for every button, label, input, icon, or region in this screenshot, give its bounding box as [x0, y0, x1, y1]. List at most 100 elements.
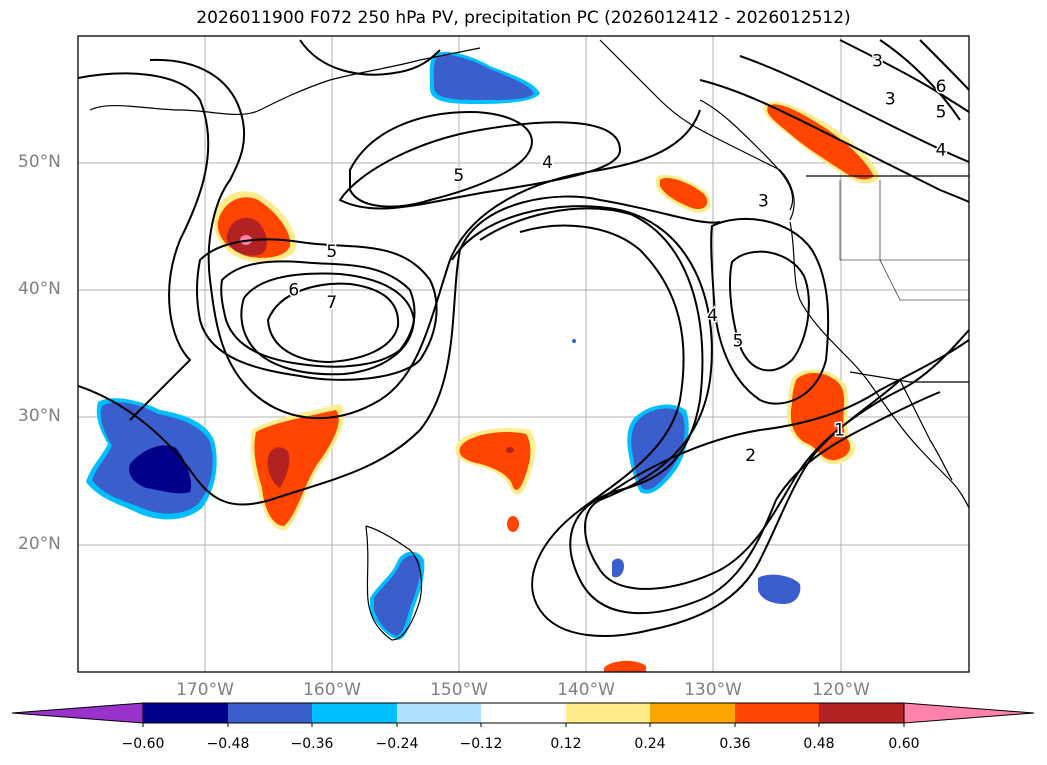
lon-label-130w: 130°W [684, 680, 742, 700]
lat-label-30n: 30°N [18, 406, 61, 426]
colorbar-tick-label: −0.60 [121, 736, 165, 752]
border-us-states-2 [879, 180, 969, 301]
colorbar-tick-label: 0.60 [888, 736, 920, 752]
colorbar-tick-label: −0.36 [290, 736, 334, 752]
pv-contour-trough-1 [519, 224, 901, 637]
coastline-baja [899, 379, 953, 481]
contour-label-10: 7 [326, 293, 337, 313]
pv-contour-north-arc [299, 39, 441, 76]
colorbar-tick-marks [142, 723, 905, 727]
lat-label-40n: 40°N [18, 279, 61, 299]
colorbar-bin-2 [228, 703, 312, 723]
contour-label-13: 2 [745, 446, 756, 466]
lon-label-160w: 160°W [303, 680, 361, 700]
pv-contour-trough-3 [451, 205, 969, 590]
lon-label-150w: 150°W [430, 680, 488, 700]
precip-blob-se-negative [758, 574, 801, 604]
colorbar-bin-8 [735, 703, 819, 723]
pv-contour-5-upper [196, 238, 438, 381]
contour-label-1: 3 [885, 90, 896, 110]
precip-blob-south-edge [604, 660, 646, 672]
colorbar-tick-label: 0.48 [803, 736, 835, 752]
precip-blob-central-mid [459, 431, 531, 490]
pv-contour-east-5 [729, 250, 810, 372]
contour-label-5: 5 [453, 166, 464, 186]
colorbar-extend-max [903, 702, 1035, 724]
pv-contour-ne-4 [839, 39, 969, 113]
lat-label-20n: 20°N [18, 534, 61, 554]
precip-blob-central-negative-mid [631, 408, 685, 490]
border-us-states [839, 180, 969, 261]
precip-blob-ne-band-mid [767, 104, 874, 180]
pv-contour-ne-3a [699, 79, 969, 203]
pv-contour-west-loop [78, 195, 721, 506]
pv-contour-7b [240, 272, 416, 376]
colorbar-tick-label: 0.36 [719, 736, 751, 752]
precip-blob-central-high [506, 447, 514, 453]
colorbar-tick-label: −0.12 [459, 736, 503, 752]
colorbar-bin-7 [650, 703, 735, 723]
colorbar-bin-9 [819, 703, 904, 723]
pv-contour-east-4 [710, 217, 830, 405]
colorbar-tick-label: 0.24 [634, 736, 666, 752]
precip-blob-north-negative-mid [433, 54, 534, 100]
contour-label-7: 3 [758, 191, 769, 211]
contour-label-0: 3 [872, 51, 883, 71]
coastline-alaska-panhandle [599, 39, 795, 221]
pv-contour-6 [220, 260, 416, 368]
pv-contour-2 [599, 339, 969, 501]
contour-label-3: 5 [936, 102, 947, 122]
pv-contours [78, 39, 969, 637]
pv-contour-ne-5 [879, 39, 961, 121]
precip-negative-areas [86, 51, 801, 640]
lon-label-140w: 140°W [557, 680, 615, 700]
contour-label-9: 6 [288, 280, 299, 300]
colorbar [11, 702, 1035, 727]
pv-contour-ne-6 [919, 39, 969, 91]
precip-blob-tiny-negative [572, 339, 576, 343]
colorbar-tick-label: −0.48 [206, 736, 250, 752]
pv-contour-ne-3b [739, 55, 969, 163]
map-title: 2026011900 F072 250 hPa PV, precipitatio… [196, 8, 851, 28]
colorbar-extend-min [11, 702, 144, 724]
precip-blob-central-west-high [267, 447, 290, 488]
colorbar-outline [142, 702, 905, 724]
precip-positive-areas [213, 101, 880, 672]
contour-label-14: 1 [834, 420, 845, 440]
pv-contour-5-loop [349, 110, 533, 208]
precip-blob-small-south [507, 516, 519, 532]
precip-blob-hawaii-negative-mid [374, 555, 421, 636]
colorbar-tick-label: 0.12 [550, 736, 582, 752]
colorbar-bin-3 [312, 703, 397, 723]
lon-label-120w: 120°W [812, 680, 870, 700]
precip-blob-central-west-mid [254, 410, 339, 526]
map-frame [77, 35, 970, 673]
pv-contour-outer-west [78, 72, 210, 421]
contour-label-6: 4 [542, 153, 553, 173]
contour-label-11: 4 [707, 306, 718, 326]
pv-contour-trough-2 [479, 207, 941, 615]
coastline-alaska [89, 47, 481, 116]
coastlines [89, 39, 969, 641]
colorbar-bin-6 [566, 703, 650, 723]
coastline-hawaii [365, 525, 423, 641]
colorbar-bin-4 [397, 703, 481, 723]
precip-blob-north-central-mid [660, 177, 708, 210]
precip-blob-small-negative [612, 558, 624, 578]
coastline-british-columbia [699, 99, 794, 211]
contour-label-4: 4 [936, 141, 947, 161]
colorbar-bin-5 [481, 703, 566, 723]
contour-label-8: 5 [326, 242, 337, 262]
lat-label-50n: 50°N [18, 152, 61, 172]
contour-label-2: 6 [936, 77, 947, 97]
pv-contour-7 [266, 282, 400, 364]
border-us-mexico [849, 371, 969, 383]
lon-label-170w: 170°W [176, 680, 234, 700]
colorbar-tick-label: −0.24 [375, 736, 419, 752]
coastline-us-west [789, 221, 969, 509]
precip-blob-sw-negative-high [129, 445, 192, 494]
contour-label-12: 5 [733, 331, 744, 351]
pv-contour-4-loop [338, 121, 622, 210]
